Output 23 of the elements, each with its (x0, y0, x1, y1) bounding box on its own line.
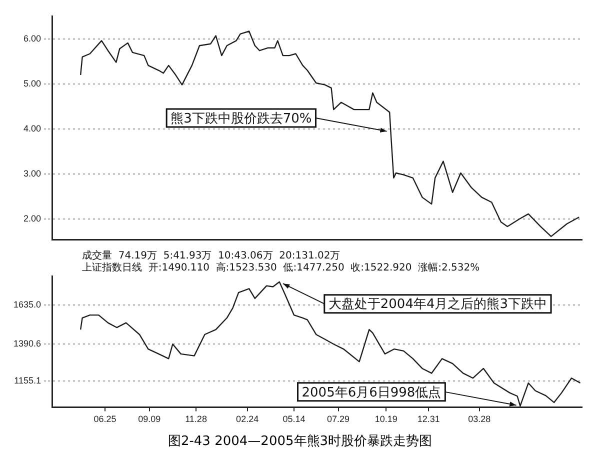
annotation: 大盘处于2004年4月之后的熊3下跌中 (328, 297, 548, 312)
text: 成交量 74.19万 5:41.93万 10:43.06万 20:131.02万 (82, 250, 340, 262)
x-tick-label: 12.31 (417, 414, 440, 424)
x-tick-label: 05.14 (282, 414, 306, 424)
x-tick-label: 11.28 (185, 414, 207, 424)
y-tick-label: 2.00 (23, 213, 41, 224)
caption: 图2-43 2004—2005年熊3时股价暴跌走势图 (166, 433, 434, 450)
y-tick-label: 1635.0 (13, 300, 41, 310)
x-tick-label: 03.28 (468, 414, 491, 424)
y-tick-label: 1390.6 (13, 338, 41, 348)
y-tick-label: 4.00 (23, 123, 41, 134)
annotation: 熊3下跌中股价跌去70% (170, 111, 312, 126)
annotation: 2005年6月6日998低点 (302, 385, 442, 400)
x-tick-label: 09.09 (138, 414, 161, 424)
y-tick-label: 5.00 (23, 78, 41, 88)
y-tick-label: 6.00 (23, 33, 41, 44)
x-tick-label: 10.19 (374, 414, 398, 424)
x-tick-label: 06.25 (94, 414, 116, 424)
x-tick-label: 02.24 (236, 414, 259, 424)
y-tick-label: 1155.1 (14, 376, 41, 386)
y-tick-label: 3.00 (23, 168, 41, 178)
text: 上证指数日线 开:1490.110 高:1523.530 低:1477.250 收:1522.920 涨幅:2.532% (82, 262, 480, 274)
x-tick-label: 07.29 (327, 414, 350, 424)
